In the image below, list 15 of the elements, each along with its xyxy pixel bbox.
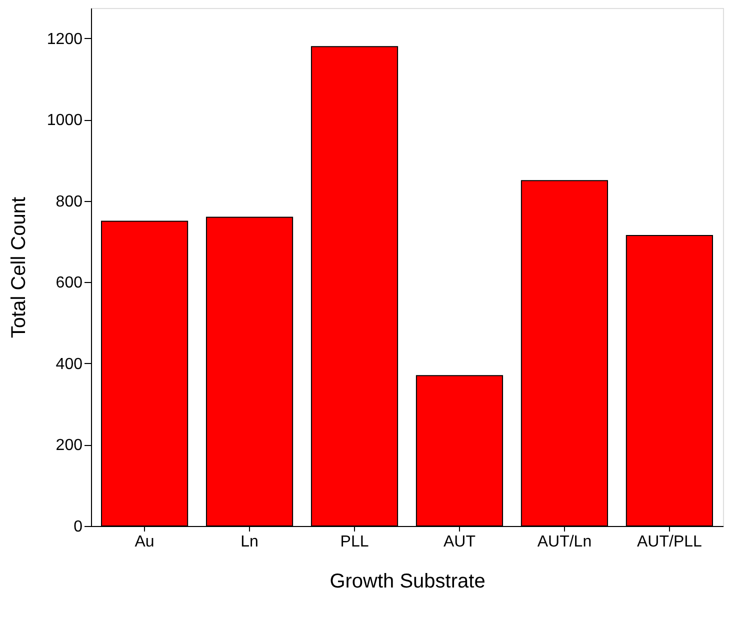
y-tick-label: 1200 — [46, 30, 83, 48]
x-tick-label: AUT — [443, 534, 476, 550]
y-tick-label: 800 — [56, 193, 83, 210]
y-tick-label: 400 — [56, 356, 83, 373]
x-tick-label: PLL — [340, 534, 369, 550]
x-tick-label: AUT/PLL — [637, 534, 702, 550]
y-tick-label: 200 — [56, 437, 83, 454]
x-tick-label: AUT/Ln — [537, 534, 592, 550]
y-tick-label: 0 — [74, 518, 83, 536]
y-tick-label: 600 — [56, 274, 83, 292]
y-axis-title: Total Cell Count — [8, 196, 30, 338]
x-axis-title: Growth Substrate — [330, 570, 486, 592]
x-tick-label: Ln — [240, 534, 258, 550]
y-tick-label: 1000 — [46, 112, 83, 130]
x-tick-label: Au — [134, 534, 154, 550]
